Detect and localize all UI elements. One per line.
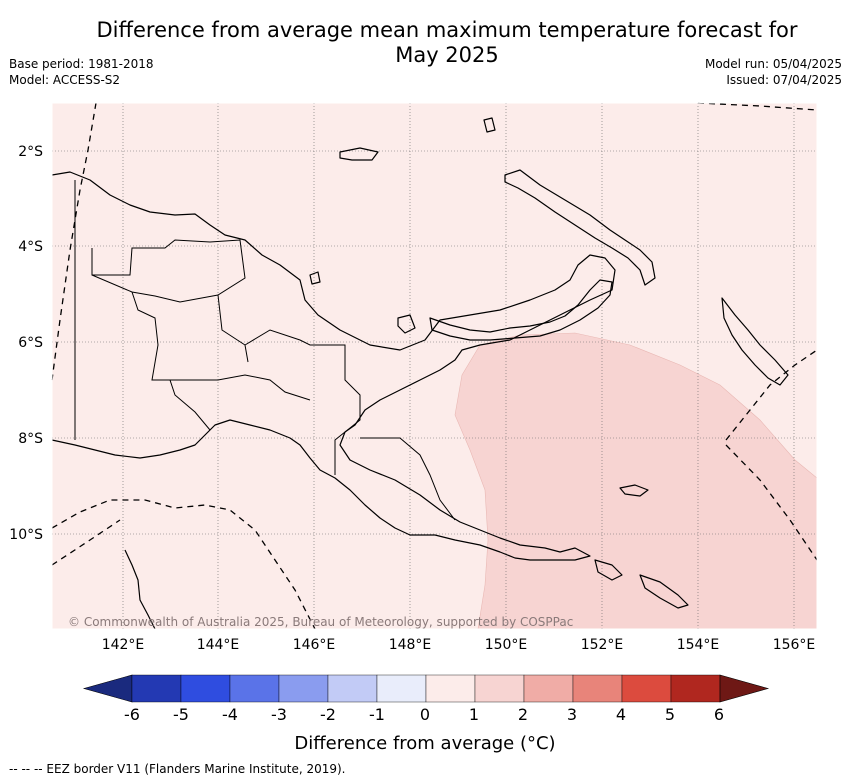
cb-tick-neg1: -1 — [369, 705, 385, 724]
model-run-date: Model run: 05/04/2025 — [704, 57, 842, 71]
cb-tick-6: 6 — [714, 705, 724, 724]
province-borders — [74, 180, 456, 521]
colorbar-extend-high — [719, 674, 770, 703]
title-line-2: May 2025 — [395, 43, 499, 67]
lat-label-4s: 4°S — [18, 239, 43, 255]
colorbar-swatch — [425, 674, 476, 703]
map-title: Difference from average mean maximum tem… — [0, 18, 850, 68]
gridlines — [52, 103, 817, 629]
lat-label-2s: 2°S — [18, 144, 43, 160]
colorbar-swatch — [523, 674, 574, 703]
colorbar-swatch — [229, 674, 280, 703]
bougainville-coast — [721, 297, 789, 386]
colorbar-swatch — [474, 674, 525, 703]
cb-tick-0: 0 — [420, 705, 430, 724]
title-line-1: Difference from average mean maximum tem… — [96, 18, 798, 42]
lon-label-148e: 148°E — [389, 637, 432, 653]
lon-label-154e: 154°E — [677, 637, 720, 653]
lon-label-146e: 146°E — [293, 637, 336, 653]
run-info: Model run: 05/04/2025 Issued: 07/04/2025 — [705, 56, 842, 88]
colorbar-ticks: -6 -5 -4 -3 -2 -1 0 1 2 3 4 5 6 — [124, 705, 724, 724]
copyright-notice: © Commonwealth of Australia 2025, Bureau… — [68, 615, 573, 629]
cape-york-coast — [124, 549, 156, 630]
cb-tick-neg4: -4 — [222, 705, 238, 724]
colorbar — [82, 674, 770, 703]
bismarck-islet — [483, 117, 496, 133]
model-info: Base period: 1981-2018 Model: ACCESS-S2 — [9, 56, 154, 88]
manus-island — [339, 147, 379, 161]
eez-borders — [51, 102, 818, 630]
cb-tick-2: 2 — [518, 705, 528, 724]
karkar-island — [309, 271, 321, 285]
lon-label-144e: 144°E — [197, 637, 240, 653]
colorbar-swatch — [376, 674, 427, 703]
lon-label-156e: 156°E — [773, 637, 816, 653]
colorbar-swatch — [670, 674, 721, 703]
fergusson-island — [594, 559, 623, 581]
longitude-labels: 142°E 144°E 146°E 148°E 150°E 152°E 154°… — [102, 637, 816, 653]
base-period: Base period: 1981-2018 — [9, 57, 154, 71]
lat-label-10s: 10°S — [9, 527, 43, 543]
new-britain-coast — [429, 279, 613, 341]
colorbar-swatch — [278, 674, 329, 703]
map-frame — [51, 102, 818, 630]
cb-tick-1: 1 — [469, 705, 479, 724]
lat-label-8s: 8°S — [18, 431, 43, 447]
colorbar-swatch — [572, 674, 623, 703]
cb-tick-neg2: -2 — [320, 705, 336, 724]
colorbar-swatch — [131, 674, 182, 703]
model-name: Model: ACCESS-S2 — [9, 73, 121, 87]
lon-label-152e: 152°E — [581, 637, 624, 653]
colorbar-swatch — [180, 674, 231, 703]
umboi-island — [397, 314, 416, 334]
cb-tick-3: 3 — [567, 705, 577, 724]
cb-tick-neg5: -5 — [173, 705, 189, 724]
latitude-labels: 2°S 4°S 6°S 8°S 10°S — [9, 144, 43, 543]
eez-footnote: -- -- -- EEZ border V11 (Flanders Marine… — [9, 762, 346, 776]
cb-tick-neg3: -3 — [271, 705, 287, 724]
colorbar-extend-low — [82, 674, 133, 703]
cb-tick-neg6: -6 — [124, 705, 140, 724]
lon-label-142e: 142°E — [102, 637, 145, 653]
lat-label-6s: 6°S — [18, 335, 43, 351]
lon-label-150e: 150°E — [485, 637, 528, 653]
colorbar-swatch — [327, 674, 378, 703]
cb-tick-5: 5 — [665, 705, 675, 724]
trobriand-islands — [619, 484, 649, 497]
issued-date: Issued: 07/04/2025 — [726, 73, 842, 87]
colorbar-swatch — [621, 674, 672, 703]
colorbar-title: Difference from average (°C) — [294, 733, 555, 754]
cb-tick-4: 4 — [616, 705, 626, 724]
new-ireland-coast — [504, 169, 656, 286]
louisiade-islands — [639, 574, 689, 609]
